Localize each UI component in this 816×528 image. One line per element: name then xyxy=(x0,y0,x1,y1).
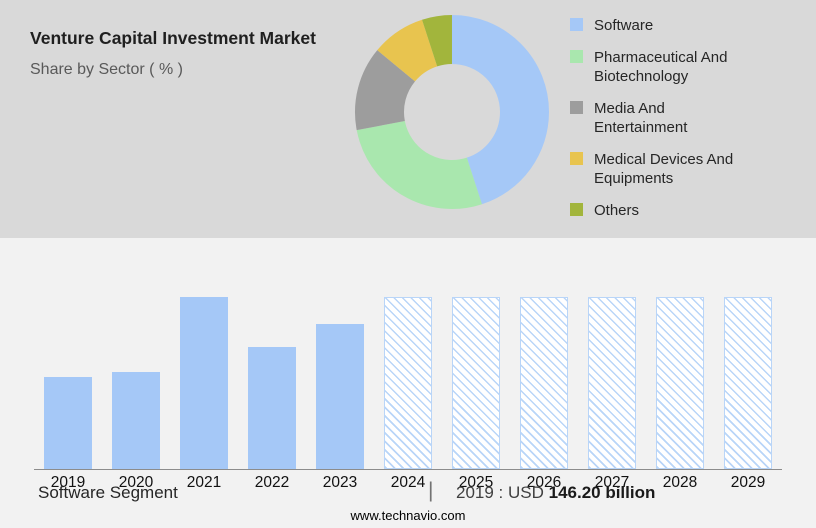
legend-item: Pharmaceutical And Biotechnology xyxy=(570,48,770,86)
x-axis-label: 2019 xyxy=(50,474,86,491)
donut-legend: Software Pharmaceutical And Biotechnology… xyxy=(570,16,770,233)
caption-separator: | xyxy=(428,479,434,502)
legend-swatch-icon xyxy=(570,152,583,165)
x-axis-label: 2027 xyxy=(594,474,630,491)
caption-value: 2019 : USD 146.20 billion xyxy=(456,483,655,503)
legend-label: Software xyxy=(594,17,654,34)
bar-2019 xyxy=(44,376,92,469)
bar-forecast-2026 xyxy=(520,297,568,469)
donut-chart-wrap xyxy=(352,12,552,212)
bar-slot xyxy=(714,297,782,469)
x-axis-label: 2025 xyxy=(458,474,494,491)
legend-label: Others xyxy=(594,202,640,219)
bar-slot xyxy=(578,297,646,469)
legend-label: Medical Devices And Equipments xyxy=(594,151,734,187)
bar-slot xyxy=(34,297,102,469)
bar-slot xyxy=(306,297,374,469)
bar-slot xyxy=(510,297,578,469)
segment-label: Software Segment xyxy=(38,483,178,502)
bar-forecast-2025 xyxy=(452,297,500,469)
donut-segment-media-and-entertainment xyxy=(355,15,549,209)
legend-item: Media And Entertainment xyxy=(570,99,770,137)
bar-slot xyxy=(102,297,170,469)
bar-x-labels: 2019 2020 2021 2022 2023 2024 2025 2026 2027 2028… xyxy=(34,474,782,496)
legend-swatch-icon xyxy=(570,203,583,216)
bar-slot xyxy=(442,297,510,469)
legend-swatch-icon xyxy=(570,101,583,114)
bar-slot xyxy=(238,297,306,469)
donut-segment-software xyxy=(355,15,549,209)
bar-forecast-2024 xyxy=(384,297,432,469)
x-axis-label: 2023 xyxy=(322,474,358,491)
bar-forecast-2029 xyxy=(724,297,772,469)
legend-swatch-icon xyxy=(570,18,583,31)
caption-value-bold: 146.20 billion xyxy=(548,483,656,502)
x-axis-label: 2024 xyxy=(390,474,426,491)
caption-value-prefix: 2019 : USD xyxy=(456,483,549,502)
website-footer: www.technavio.com xyxy=(350,508,466,523)
caption-row: Software Segment | 2019 : USD 146.20 bil… xyxy=(38,479,778,507)
x-axis-label: 2026 xyxy=(526,474,562,491)
bar-2021 xyxy=(180,297,228,469)
title-block: Venture Capital Investment Market Share … xyxy=(30,24,320,79)
bar-2023 xyxy=(316,323,364,469)
bar-2020 xyxy=(112,371,160,469)
bar-chart-panel: 2019 2020 2021 2022 2023 2024 2025 2026 2027 2028… xyxy=(0,238,816,528)
bar-slot xyxy=(646,297,714,469)
page-subtitle: Share by Sector ( % ) xyxy=(30,61,183,78)
page-title: Venture Capital Investment Market xyxy=(30,28,316,48)
x-axis-label: 2028 xyxy=(662,474,698,491)
x-axis-label: 2022 xyxy=(254,474,290,491)
donut-segment-others xyxy=(355,15,549,209)
donut-chart xyxy=(354,15,549,209)
legend-item: Others xyxy=(570,201,770,220)
legend-item: Medical Devices And Equipments xyxy=(570,150,770,188)
donut-segment-pharmaceutical-and-biotechnology xyxy=(354,15,549,209)
x-axis-label: 2021 xyxy=(186,474,222,491)
bar-slot xyxy=(170,297,238,469)
x-axis-label: 2020 xyxy=(118,474,154,491)
bar-forecast-2027 xyxy=(588,297,636,469)
legend-item: Software xyxy=(570,16,770,35)
x-axis-label: 2029 xyxy=(730,474,766,491)
bar-forecast-2028 xyxy=(656,297,704,469)
share-by-sector-panel: Venture Capital Investment Market Share … xyxy=(0,0,816,238)
legend-label: Media And Entertainment xyxy=(594,100,688,136)
bar-slot xyxy=(374,297,442,469)
bar-plot xyxy=(34,297,782,470)
legend-label: Pharmaceutical And Biotechnology xyxy=(594,49,728,85)
bar-2022 xyxy=(248,346,296,469)
legend-swatch-icon xyxy=(570,50,583,63)
